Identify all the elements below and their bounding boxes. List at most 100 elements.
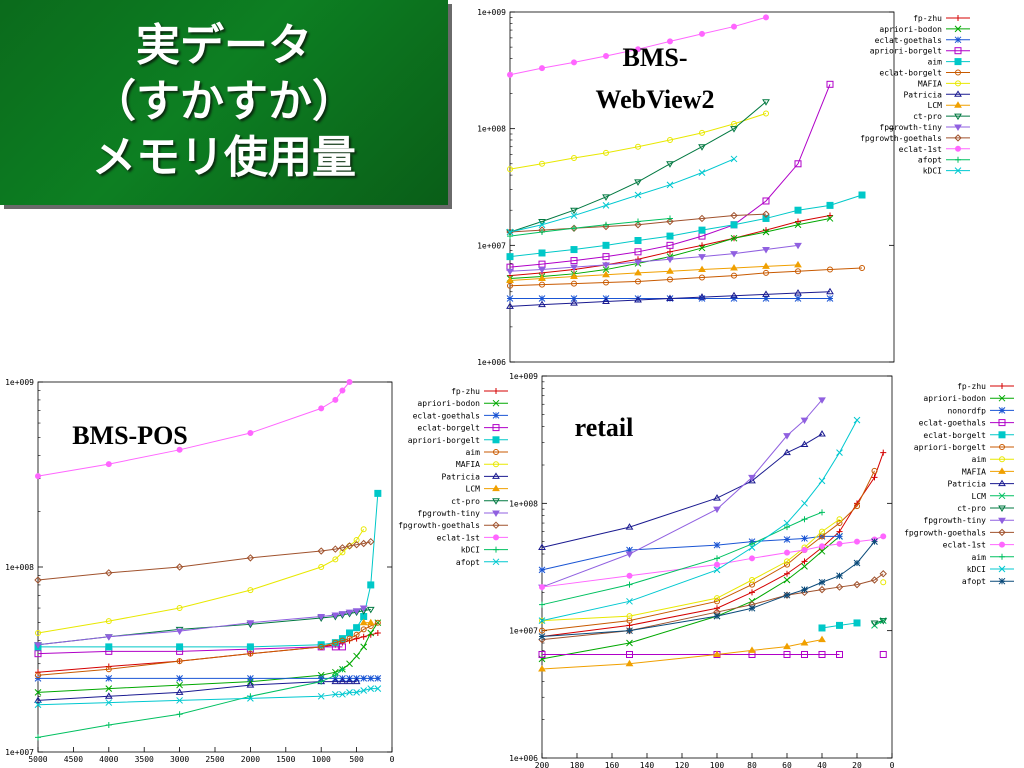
data-point-eclat-borgelt — [731, 272, 737, 279]
plot-frame — [37, 381, 393, 753]
data-point-fpgrowth-tiny — [634, 259, 642, 266]
legend-marker-apriori-borgelt — [999, 444, 1005, 450]
data-point-afopt — [635, 218, 641, 225]
data-point-patricia — [331, 677, 340, 685]
data-point-nonordfp — [713, 541, 721, 549]
data-point-patricia — [698, 293, 706, 300]
data-point-aim — [332, 639, 339, 646]
data-point-eclat-goethals — [105, 675, 113, 682]
series-lcm — [359, 618, 375, 626]
data-point-eclat-borgelt — [571, 280, 577, 287]
data-point-patricia — [800, 440, 809, 447]
data-point-afopt — [176, 697, 183, 704]
data-point-nonordfp — [783, 536, 791, 543]
data-point-fpgrowth-tiny — [602, 262, 610, 269]
data-point-eclat-1st — [346, 379, 353, 385]
series-afopt — [507, 215, 673, 240]
legend-label: fp-zhu — [451, 387, 480, 396]
data-point-nonordfp — [836, 533, 843, 540]
series-line-kdci — [509, 158, 735, 233]
legend-marker-mafia — [998, 467, 1006, 474]
series-line-aim — [509, 194, 863, 258]
data-point-lcm — [698, 265, 706, 273]
x-tick-label: 120 — [675, 761, 690, 768]
data-point-afopt — [871, 538, 878, 546]
data-point-nonordfp — [538, 566, 546, 574]
data-point-fpgrowth-goethals — [331, 545, 340, 553]
series-line-ct-pro — [509, 101, 767, 233]
legend-label: eclat-borgelt — [879, 69, 942, 78]
x-tick-label: 20 — [852, 761, 862, 768]
data-point-aim — [762, 214, 770, 222]
data-point-kdci — [853, 416, 861, 424]
data-point-mafia — [35, 629, 41, 636]
data-point-eclat-borgelt — [34, 650, 42, 658]
legend-label: ct-pro — [913, 112, 942, 121]
data-point-kdci — [105, 721, 112, 728]
data-point-apriori-bodon — [783, 576, 791, 584]
data-point-kdci — [626, 597, 633, 605]
data-point-fpgrowth-tiny — [713, 506, 721, 514]
series-apriori-bodon — [34, 619, 382, 696]
data-point-eclat-goethals — [879, 650, 887, 658]
data-point-apriori-borgelt — [338, 635, 346, 643]
data-point-patricia — [713, 494, 721, 501]
data-point-kdci — [332, 672, 339, 679]
series-ct-pro — [870, 618, 888, 627]
legend-label: Patricia — [903, 90, 942, 99]
series-eclat-1st — [539, 533, 887, 591]
data-point-fpgrowth-goethals — [359, 539, 368, 548]
data-point-kdci — [801, 499, 808, 507]
data-point-apriori-borgelt — [836, 520, 843, 527]
data-point-apriori-bodon — [801, 562, 808, 570]
data-point-apriori-bodon — [538, 655, 546, 663]
series-eclat-goethals — [538, 650, 887, 658]
data-point-patricia — [826, 287, 834, 295]
data-point-kdci — [538, 617, 546, 624]
legend-marker-aim — [999, 553, 1005, 560]
data-point-apriori-borgelt — [346, 629, 354, 637]
data-point-eclat-1st — [571, 59, 577, 66]
data-point-fpgrowth-tiny — [338, 611, 347, 618]
data-point-fpgrowth-goethals — [345, 542, 354, 550]
data-point-aim — [176, 658, 183, 665]
data-point-aim — [626, 613, 633, 620]
data-point-eclat-1st — [35, 473, 41, 480]
data-point-fpgrowth-tiny — [625, 551, 634, 558]
data-point-eclat-1st — [247, 430, 254, 437]
data-point-fpgrowth-goethals — [818, 585, 826, 594]
data-point-eclat-1st — [801, 547, 808, 554]
data-point-apriori-bodon — [353, 652, 360, 660]
data-point-fpgrowth-tiny — [359, 605, 368, 613]
data-point-aim — [826, 201, 834, 209]
series-mafia — [507, 110, 769, 173]
data-point-eclat-goethals — [826, 295, 834, 302]
data-point-fpgrowth-goethals — [338, 544, 347, 552]
data-point-apriori-borgelt — [539, 627, 545, 634]
data-point-aim — [880, 579, 887, 586]
slide-title-line-3: メモリ使用量 — [92, 132, 356, 183]
data-point-kdci — [570, 212, 578, 219]
data-point-mafia — [818, 635, 826, 643]
data-point-fpgrowth-tiny — [748, 474, 756, 482]
legend-marker-apriori-borgelt — [954, 47, 962, 55]
data-point-fpgrowth-tiny — [666, 256, 674, 264]
legend-marker-afopt — [492, 558, 500, 566]
legend-marker-eclat-borgelt — [955, 69, 961, 76]
legend-marker-aim — [999, 456, 1005, 463]
data-point-lcm — [666, 267, 674, 274]
series-aim — [506, 191, 866, 261]
dataset-title: BMS-POS — [72, 421, 188, 450]
data-point-kdci — [698, 169, 706, 176]
data-point-eclat-1st — [539, 584, 545, 591]
legend-marker-ct-pro — [998, 505, 1006, 512]
data-point-aim — [730, 221, 738, 229]
legend-marker-fp-zhu — [955, 15, 961, 21]
data-point-mafia — [635, 143, 641, 150]
y-tick-label: 1e+007 — [5, 748, 34, 757]
data-point-aim — [749, 540, 755, 547]
data-point-afopt — [667, 215, 673, 222]
data-point-eclat-goethals — [783, 650, 791, 658]
data-point-apriori-borgelt — [570, 257, 578, 265]
